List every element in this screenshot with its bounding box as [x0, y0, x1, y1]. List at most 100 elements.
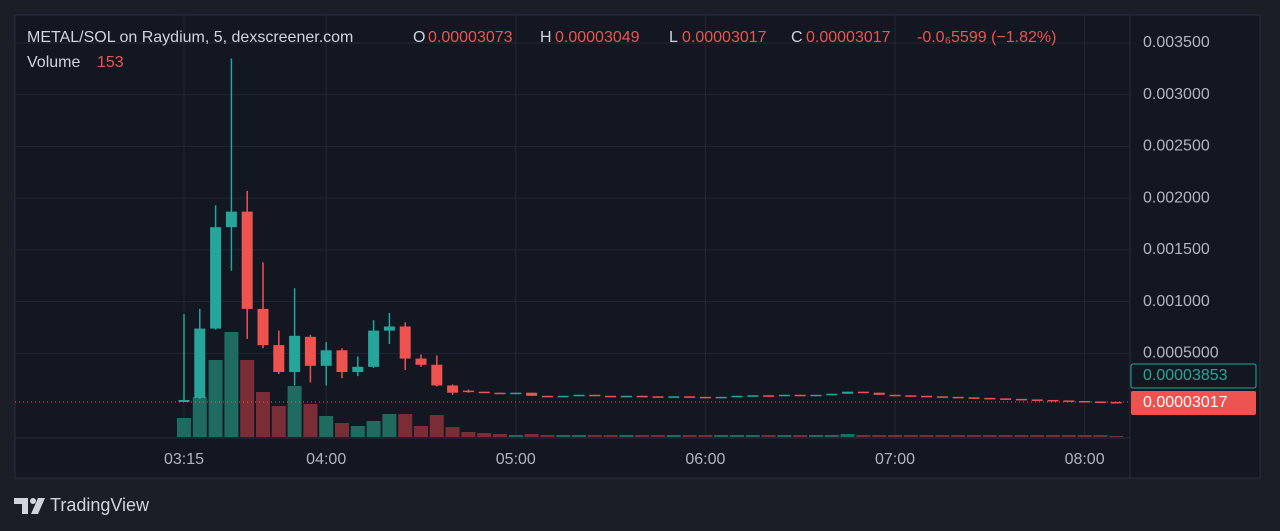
volume-bar [761, 435, 776, 437]
candle-body [557, 395, 569, 398]
volume-bar [540, 435, 555, 437]
x-tick-label: 07:00 [875, 451, 915, 468]
volume-bar [1093, 435, 1108, 437]
y-tick-label: 0.001500 [1143, 241, 1210, 258]
volume-bar [429, 415, 444, 437]
candle-body [289, 335, 301, 373]
candle-body [225, 211, 237, 228]
candle-body [936, 396, 948, 398]
candle-body [1047, 399, 1059, 402]
volume-bar [177, 418, 191, 437]
candle-body [368, 330, 380, 367]
volume-bar [809, 435, 823, 437]
candle-body [699, 396, 711, 399]
candle-body [178, 399, 190, 403]
candle-body [952, 396, 964, 399]
candle-body [1015, 398, 1027, 401]
candle-body [747, 395, 759, 397]
candle-body [968, 397, 980, 399]
volume-bar [603, 435, 618, 437]
volume-bar [192, 397, 207, 437]
y-tick-label: 0.003500 [1143, 34, 1210, 51]
low-label: L [669, 29, 678, 46]
volume-bar [888, 435, 902, 437]
candle-body [1079, 400, 1091, 403]
candle-body [304, 336, 316, 366]
volume-bar [682, 435, 697, 437]
candle-body [399, 326, 411, 359]
x-tick-label: 03:15 [164, 451, 204, 468]
candle-body [383, 326, 395, 331]
volume-bar [903, 435, 918, 437]
high-label: H [540, 29, 552, 46]
volume-bar [319, 416, 334, 437]
volume-bar [524, 434, 539, 437]
candle-body [257, 308, 269, 346]
volume-bar [287, 386, 302, 437]
marks [177, 58, 1124, 437]
change: -0.0₆5599 (−1.82%) [917, 29, 1056, 46]
candle-body [620, 395, 632, 398]
volume-bar [508, 435, 523, 437]
volume-bar [666, 435, 681, 437]
volume-bar [572, 435, 586, 437]
volume-bar [1014, 435, 1029, 437]
volume-label: Volume [27, 54, 80, 71]
y-tick-label: 0.002000 [1143, 189, 1210, 206]
volume-bar [477, 433, 492, 437]
volume-bar [335, 423, 349, 437]
x-tick-label: 04:00 [306, 451, 346, 468]
volume-bar [698, 435, 713, 437]
volume-bar [587, 435, 602, 437]
candle-body [573, 394, 585, 397]
volume-bar [745, 435, 760, 437]
candle-body [715, 396, 727, 399]
candle-body [1094, 401, 1106, 404]
candle-body [447, 385, 459, 393]
close-label: C [791, 29, 803, 46]
volume-bar [619, 435, 634, 437]
candle-body [1063, 400, 1075, 402]
candle-body [1031, 399, 1043, 401]
candle-body [478, 391, 490, 394]
candle-body [889, 394, 901, 397]
candle-body [510, 392, 522, 395]
candle-body [636, 395, 648, 398]
volume-bar [1109, 435, 1124, 437]
volume-bar [651, 435, 665, 437]
close-value: 0.00003017 [806, 29, 891, 46]
candle-body [857, 391, 869, 394]
candle-body [194, 328, 206, 398]
candle-body [794, 394, 806, 397]
volume-bar [271, 406, 286, 437]
volume-bar [350, 426, 365, 437]
current-price-label: 0.00003017 [1143, 394, 1228, 411]
volume-bar [1061, 435, 1076, 437]
candle-body [526, 392, 538, 396]
candle-body [842, 391, 854, 394]
x-tick-label: 05:00 [496, 451, 536, 468]
volume-bar [224, 332, 239, 437]
volume-bar [982, 435, 997, 437]
candle-body [921, 395, 933, 398]
candle-body [241, 211, 253, 309]
open-label: O [413, 29, 425, 46]
volume-bar [951, 435, 966, 437]
candle-body [873, 392, 885, 395]
volume-bar [208, 360, 223, 437]
volume-bar [366, 421, 381, 437]
volume-bar [493, 434, 507, 437]
brand: TradingView [50, 495, 150, 515]
volume-bar [840, 434, 855, 437]
volume-bar [730, 435, 744, 437]
candle-body [336, 350, 348, 373]
volume-bar [824, 435, 839, 437]
volume-bar [556, 435, 571, 437]
x-tick-label: 06:00 [685, 451, 725, 468]
candle-body [763, 395, 775, 397]
candle-body [352, 366, 364, 373]
volume-bar [872, 435, 887, 437]
y-tick-label: 0.0005000 [1143, 345, 1219, 362]
